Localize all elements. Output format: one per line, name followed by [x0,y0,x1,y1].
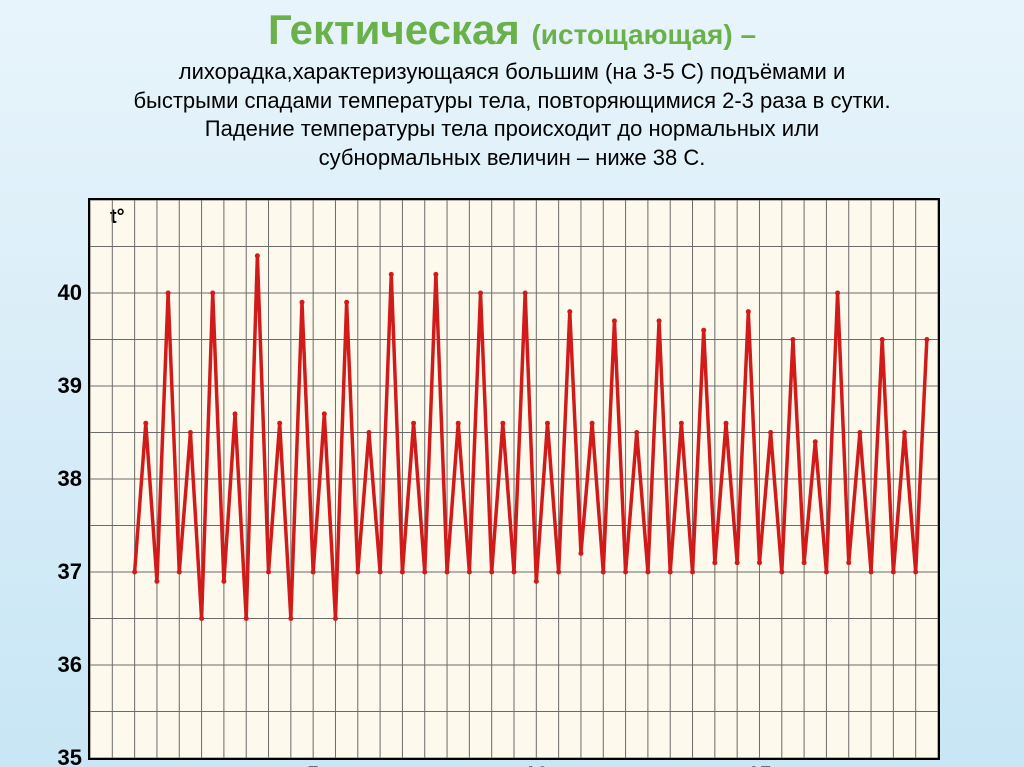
description: лихорадка,характеризующаяся большим (на … [0,54,1024,172]
y-tick: 39 [58,373,82,399]
desc-line: быстрыми спадами температуры тела, повто… [133,88,890,113]
x-tick: 5 [307,762,319,767]
chart-line [90,200,938,758]
y-tick: 35 [58,745,82,767]
desc-line: Падение температуры тела происходит до н… [205,116,819,141]
y-tick: 38 [58,466,82,492]
title-sub: (истощающая) [531,19,732,50]
x-tick: 15 [747,762,771,767]
title-main: Гектическая [268,6,532,53]
fever-chart: t° 35363738394051015 [88,198,940,760]
y-tick: 37 [58,559,82,585]
title-dash: – [733,19,756,50]
x-tick: 10 [524,762,548,767]
y-tick: 40 [58,280,82,306]
page-title: Гектическая (истощающая) – [0,0,1024,54]
y-tick: 36 [58,652,82,678]
desc-line: субнормальных величин – ниже 38 С. [319,145,706,170]
desc-line: лихорадка,характеризующаяся большим (на … [179,59,845,84]
